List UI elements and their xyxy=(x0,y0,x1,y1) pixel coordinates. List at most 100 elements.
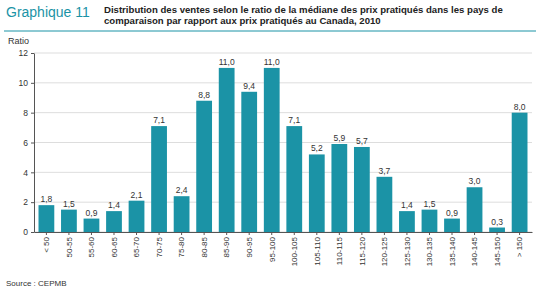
y-tick-label: 2 xyxy=(23,197,28,207)
x-tick-mark xyxy=(68,232,69,235)
x-tick-mark xyxy=(226,232,227,235)
bar xyxy=(264,68,280,232)
bar xyxy=(61,210,77,232)
x-tick-label: < 50 xyxy=(42,236,51,252)
x-tick: 70-75 xyxy=(155,232,164,257)
data-label: 11,0 xyxy=(264,57,280,67)
data-label: 0,9 xyxy=(86,208,98,218)
bar xyxy=(467,187,483,232)
x-tick-mark xyxy=(406,232,407,235)
bar xyxy=(196,101,212,232)
x-tick-mark xyxy=(361,232,362,235)
data-label: 3,0 xyxy=(469,176,481,186)
x-tick-mark xyxy=(91,232,92,235)
x-tick-label: 70-75 xyxy=(155,236,164,257)
y-tick: 6 xyxy=(23,138,34,148)
x-tick-label: 90-95 xyxy=(245,236,254,257)
x-tick-mark xyxy=(46,232,47,235)
y-tick-label: 4 xyxy=(23,168,28,178)
y-tick-mark xyxy=(31,113,34,114)
bar xyxy=(309,154,325,232)
bar xyxy=(106,211,122,232)
x-tick: 130-135 xyxy=(425,232,434,266)
data-label: 1,4 xyxy=(108,200,120,210)
x-tick: 95-100 xyxy=(268,232,277,262)
data-label: 9,4 xyxy=(243,81,255,91)
x-axis: < 5050-5555-6060-6565-7070-7575-8080-858… xyxy=(35,232,533,266)
x-tick-mark xyxy=(249,232,250,235)
y-tick-mark xyxy=(31,143,34,144)
x-tick-mark xyxy=(181,232,182,235)
data-label: 7,1 xyxy=(288,115,300,125)
bars xyxy=(39,68,528,232)
data-label: 1,5 xyxy=(424,199,436,209)
x-tick-label: 125-130 xyxy=(403,236,412,266)
data-label: 5,9 xyxy=(333,133,345,143)
x-tick-mark xyxy=(429,232,430,235)
data-label: 8,0 xyxy=(514,102,526,112)
x-tick: 90-95 xyxy=(245,232,254,257)
x-tick: 75-80 xyxy=(177,232,186,257)
data-label: 2,1 xyxy=(131,190,143,200)
x-tick: 110-115 xyxy=(335,232,344,265)
data-label: 11,0 xyxy=(219,57,235,67)
y-tick: 8 xyxy=(23,108,34,118)
x-tick-label: 130-135 xyxy=(425,236,434,266)
x-tick-mark xyxy=(339,232,340,235)
x-tick-mark xyxy=(271,232,272,235)
x-axis-line xyxy=(35,232,533,233)
bar xyxy=(129,201,145,232)
y-tick-label: 0 xyxy=(23,227,28,237)
y-tick-mark xyxy=(31,232,34,233)
x-tick-label: 120-125 xyxy=(380,236,389,266)
bar xyxy=(422,210,438,232)
grid-line xyxy=(34,172,532,173)
bar xyxy=(151,126,167,232)
grid-line xyxy=(34,142,532,143)
y-tick: 12 xyxy=(19,48,34,58)
y-tick: 0 xyxy=(23,227,34,237)
data-label: 0,9 xyxy=(446,208,458,218)
source: Source : CEPMB xyxy=(6,279,66,288)
grid-line xyxy=(34,112,532,113)
x-tick: 50-55 xyxy=(65,232,74,257)
figure-label: Graphique 11 xyxy=(6,4,90,20)
grid-line xyxy=(34,53,532,54)
x-tick-mark xyxy=(474,232,475,235)
x-tick-label: 85-90 xyxy=(222,236,231,257)
x-tick-label: 95-100 xyxy=(268,236,277,261)
x-tick: 120-125 xyxy=(380,232,389,266)
x-tick-mark xyxy=(159,232,160,235)
data-label: 2,4 xyxy=(176,185,188,195)
data-label: 5,2 xyxy=(311,143,323,153)
bar xyxy=(489,228,505,232)
data-label: 1,4 xyxy=(401,200,413,210)
bar xyxy=(512,113,528,232)
x-tick-mark xyxy=(497,232,498,235)
x-tick: 60-65 xyxy=(110,232,119,257)
header-rule xyxy=(4,31,536,32)
x-tick-label: 100-105 xyxy=(290,236,299,266)
bar xyxy=(84,219,100,232)
x-tick: 115-120 xyxy=(358,232,367,266)
y-tick: 10 xyxy=(19,78,34,88)
x-tick-label: 55-60 xyxy=(87,236,96,257)
x-tick-label: 60-65 xyxy=(110,236,119,257)
bar xyxy=(286,126,302,232)
x-tick-label: 65-70 xyxy=(132,236,141,257)
data-label: 5,7 xyxy=(356,136,368,146)
x-tick-label: 50-55 xyxy=(65,236,74,257)
bar xyxy=(39,205,55,232)
title: Distribution des ventes selon le ratio d… xyxy=(104,4,503,26)
y-tick-mark xyxy=(31,83,34,84)
x-tick-mark xyxy=(204,232,205,235)
y-tick: 2 xyxy=(23,197,34,207)
y-axis: 0 2 4 6 8 10 12 xyxy=(19,48,35,237)
x-tick: 65-70 xyxy=(132,232,141,257)
x-tick-mark xyxy=(452,232,453,235)
grid xyxy=(34,53,532,232)
x-tick: 140-145 xyxy=(470,232,479,266)
grid-line xyxy=(34,82,532,83)
x-tick-mark xyxy=(384,232,385,235)
x-tick: 125-130 xyxy=(403,232,412,266)
